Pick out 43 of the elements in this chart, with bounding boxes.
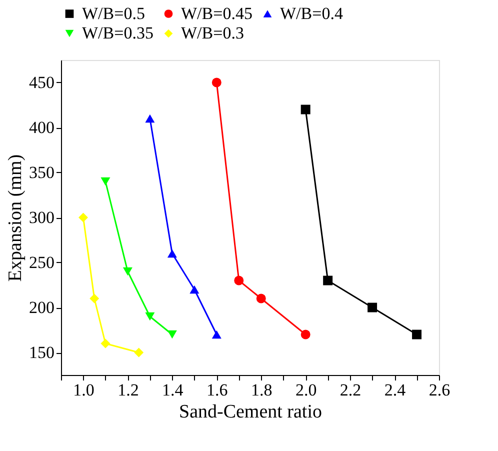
- point: [300, 104, 310, 114]
- point: [323, 276, 333, 286]
- point: [167, 330, 177, 339]
- point: [190, 285, 200, 294]
- y-tick-label: 150: [29, 343, 54, 362]
- point: [212, 78, 222, 88]
- y-tick-label: 450: [29, 73, 54, 92]
- point: [167, 249, 177, 258]
- point: [368, 302, 378, 312]
- x-tick-label: 1.0: [73, 380, 94, 400]
- y-tick-label: 350: [29, 163, 54, 182]
- point: [412, 330, 422, 340]
- y-tick-label: 300: [29, 208, 54, 227]
- point: [78, 212, 88, 222]
- point: [122, 267, 132, 276]
- point: [145, 114, 155, 123]
- legend-label: W/B=0.45: [181, 4, 252, 23]
- point: [234, 276, 244, 286]
- y-tick-label: 200: [29, 298, 54, 317]
- x-tick-label: 1.2: [118, 380, 139, 400]
- x-tick-label: 2.0: [295, 380, 317, 400]
- point: [100, 177, 110, 186]
- point: [145, 312, 155, 321]
- point: [212, 330, 222, 339]
- point: [90, 294, 100, 304]
- x-tick-label: 2.4: [384, 380, 406, 400]
- y-tick-label: 250: [29, 253, 54, 272]
- x-axis-title: Sand-Cement ratio: [179, 402, 322, 422]
- y-axis-title: Expansion (mm): [5, 154, 26, 282]
- x-tick-label: 2.6: [428, 380, 450, 400]
- legend-label: W/B=0.3: [181, 24, 244, 42]
- x-tick-label: 1.6: [206, 380, 228, 400]
- legend-label: W/B=0.4: [280, 4, 344, 23]
- point: [100, 338, 110, 348]
- legend-label: W/B=0.5: [82, 4, 145, 23]
- point: [134, 348, 144, 358]
- y-tick-label: 400: [29, 118, 54, 137]
- point: [256, 294, 266, 304]
- point: [300, 330, 310, 340]
- x-tick-label: 2.2: [340, 380, 362, 400]
- x-tick-label: 1.4: [162, 380, 184, 400]
- legend-label: W/B=0.35: [82, 24, 154, 42]
- x-tick-label: 1.8: [250, 380, 272, 400]
